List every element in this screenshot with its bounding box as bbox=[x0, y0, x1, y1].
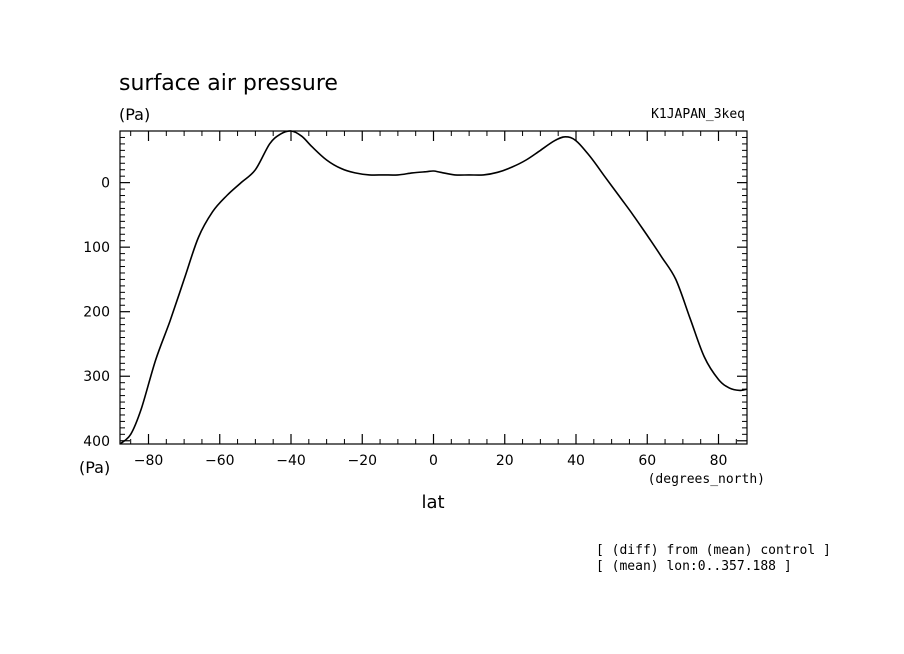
y-tick-label: 100 bbox=[83, 240, 110, 256]
x-tick-label: 0 bbox=[429, 453, 438, 469]
x-tick-label: −20 bbox=[347, 453, 377, 469]
note-mean: [ (mean) lon:0..357.188 ] bbox=[596, 559, 792, 574]
x-unit-label: (degrees_north) bbox=[648, 472, 765, 487]
y-minor-ticks bbox=[120, 136, 747, 435]
y-tick-label: 400 bbox=[83, 434, 110, 450]
y-ticks: 0 100 200 300 400 bbox=[83, 176, 747, 450]
experiment-label: K1JAPAN_3keq bbox=[651, 107, 745, 122]
x-tick-label: 80 bbox=[710, 453, 728, 469]
x-minor-ticks bbox=[130, 131, 737, 444]
y-unit-label: (Pa) bbox=[119, 105, 150, 124]
x-tick-label: −60 bbox=[205, 453, 235, 469]
plot-frame bbox=[119, 130, 748, 445]
y-unit-bottom: (Pa) bbox=[79, 458, 110, 477]
y-tick-label: 300 bbox=[83, 369, 110, 385]
data-line bbox=[119, 130, 748, 445]
chart-title: surface air pressure bbox=[119, 71, 338, 96]
x-ticks: −80 −60 −40 −20 0 20 40 60 80 bbox=[134, 131, 728, 469]
x-tick-label: 60 bbox=[638, 453, 656, 469]
y-tick-label: 0 bbox=[101, 176, 110, 192]
x-tick-label: 40 bbox=[567, 453, 585, 469]
x-tick-label: 20 bbox=[496, 453, 514, 469]
x-axis-label: lat bbox=[421, 492, 444, 513]
x-tick-label: −80 bbox=[134, 453, 164, 469]
x-tick-label: −40 bbox=[276, 453, 306, 469]
y-tick-label: 200 bbox=[83, 305, 110, 321]
note-diff: [ (diff) from (mean) control ] bbox=[596, 543, 831, 558]
